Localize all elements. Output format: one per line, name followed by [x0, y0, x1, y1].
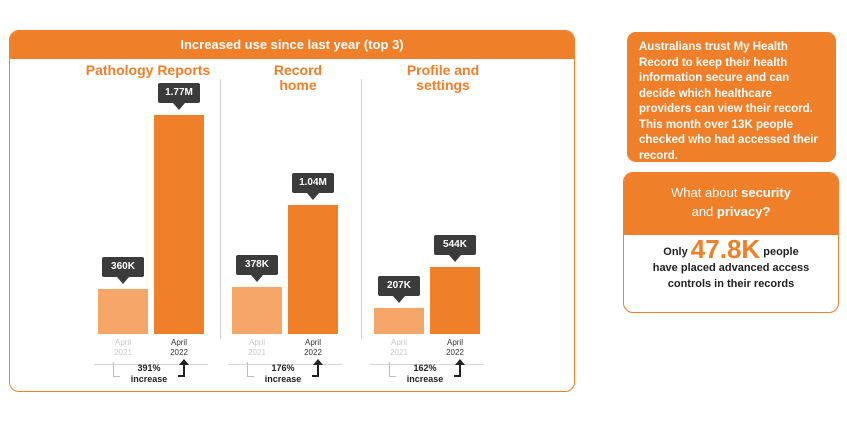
bar-april-2022	[430, 266, 480, 334]
bar-april-2021	[374, 308, 424, 334]
bar-april-2021	[232, 287, 282, 334]
increase-percent: 162%	[413, 363, 437, 373]
bar-april-2022	[288, 205, 338, 334]
increase-word: increase	[264, 374, 302, 384]
increase-label: 176% increase	[258, 363, 308, 385]
data-label: 544K	[434, 234, 476, 262]
privacy-q-text: and	[691, 204, 717, 219]
people-text: people	[763, 246, 799, 258]
increase-percent: 391%	[137, 363, 161, 373]
privacy-q-bold: privacy?	[716, 204, 771, 219]
x-tick-month: April	[390, 338, 407, 347]
panel-title: Profile and settings	[368, 63, 518, 93]
info-text: Australians trust My Health Record to ke…	[639, 41, 813, 131]
data-label: 360K	[102, 257, 144, 285]
panel-title-line1: Profile and	[406, 62, 480, 78]
chart-baseline	[94, 364, 208, 365]
security-stat: Only 47.8K people have placed advanced a…	[624, 236, 838, 292]
panel-title-line2: home	[279, 77, 317, 93]
x-tick-year: 2022	[170, 348, 188, 357]
x-tick-month: April	[304, 338, 321, 347]
security-privacy-box: What about security and privacy? Only 47…	[623, 172, 839, 313]
bracket-icon	[113, 362, 120, 377]
increase-label: 391% increase	[124, 363, 174, 385]
info-text-end: people checked who had accessed their re…	[639, 118, 818, 162]
chart-baseline	[228, 364, 342, 365]
x-tick-label: April 2022	[435, 338, 475, 358]
panel-pathology-reports: Pathology Reports	[68, 59, 228, 391]
data-label: 1.04M	[292, 173, 334, 201]
x-tick-month: April	[114, 338, 131, 347]
arrow-up-icon	[312, 359, 324, 377]
x-tick-label: April 2022	[159, 338, 199, 358]
bracket-icon	[389, 362, 396, 377]
data-label: 378K	[236, 255, 278, 283]
panel-divider	[361, 79, 362, 339]
security-heading: What about security and privacy?	[624, 173, 838, 235]
x-tick-label: April 2021	[237, 338, 277, 358]
arrow-up-icon	[178, 359, 190, 377]
x-tick-year: 2021	[114, 348, 132, 357]
increase-word: increase	[130, 374, 168, 384]
x-tick-year: 2022	[446, 348, 464, 357]
x-tick-month: April	[170, 338, 187, 347]
x-tick-label: April 2021	[379, 338, 419, 358]
bar-april-2021	[98, 289, 148, 334]
security-q-bold: security	[741, 185, 791, 200]
panel-title-line1: Pathology Reports	[85, 62, 211, 78]
x-tick-label: April 2021	[103, 338, 143, 358]
x-tick-year: 2021	[390, 348, 408, 357]
increase-label: 162% increase	[400, 363, 450, 385]
only-text: Only	[663, 246, 688, 258]
panel-title-line2: settings	[416, 77, 470, 93]
x-tick-year: 2022	[304, 348, 322, 357]
chart-baseline	[370, 364, 484, 365]
panel-title-line1: Record	[273, 62, 323, 78]
bar-april-2022	[154, 115, 204, 334]
arrow-up-icon	[454, 359, 466, 377]
panel-record-home: Record home	[228, 59, 368, 391]
usage-chart-card: Increased use since last year (top 3) Pa…	[9, 30, 575, 392]
increase-percent: 176%	[271, 363, 295, 373]
panel-divider	[220, 79, 221, 339]
security-q-text: What about	[671, 185, 742, 200]
data-label: 207K	[378, 276, 420, 304]
chart-title: Increased use since last year (top 3)	[10, 31, 574, 59]
x-tick-year: 2021	[248, 348, 266, 357]
increase-word: increase	[406, 374, 444, 384]
x-tick-label: April 2022	[293, 338, 333, 358]
panel-title: Pathology Reports	[68, 63, 228, 78]
data-label: 1.77M	[158, 83, 200, 110]
big-number: 47.8K	[690, 234, 761, 264]
stat-line2: have placed advanced access	[652, 262, 810, 274]
x-tick-month: April	[248, 338, 265, 347]
trust-info-box: Australians trust My Health Record to ke…	[627, 32, 836, 162]
panel-profile-settings: Profile and settings	[368, 59, 518, 391]
x-tick-month: April	[446, 338, 463, 347]
stat-line3: controls in their records	[667, 278, 795, 290]
panel-title: Record home	[228, 63, 368, 93]
info-highlight: over 13K	[704, 118, 753, 131]
bracket-icon	[247, 362, 254, 377]
